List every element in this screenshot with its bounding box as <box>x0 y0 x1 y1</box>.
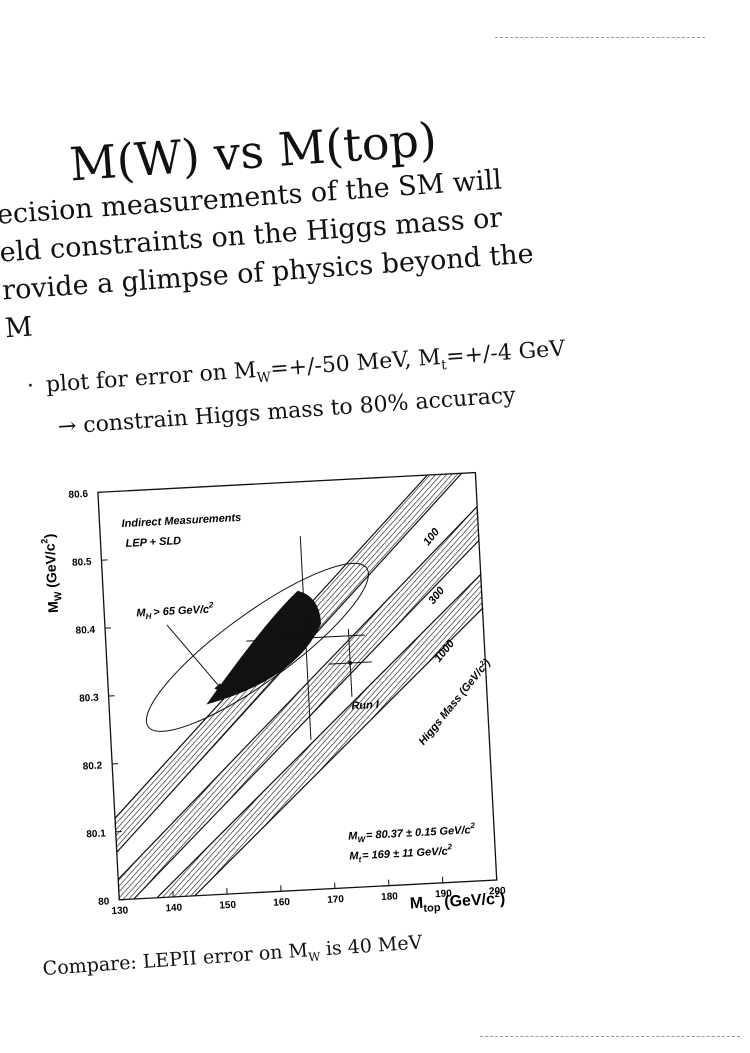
indirect-ellipse <box>145 562 369 732</box>
indirect-measurement-region <box>145 562 369 732</box>
y-tick-label: 80 <box>98 896 110 908</box>
x-tick-label: 190 <box>435 888 453 900</box>
band-label-100: 100 <box>421 525 442 548</box>
annotation-mt-result: Mt= 169 ± 11 GeV/c2 <box>349 842 453 864</box>
x-tick-label: 200 <box>489 886 507 898</box>
annotation-run: Run I <box>351 699 380 712</box>
x-tick-label: 160 <box>273 897 291 909</box>
scan-artifact <box>495 37 705 38</box>
annotation-lep: LEP + SLD <box>125 535 181 550</box>
x-tick-label: 170 <box>327 894 345 906</box>
band-title: Higgs Mass (GeV/c2) <box>417 657 494 748</box>
footer-subscript: W <box>307 949 321 965</box>
arrow-head <box>214 683 226 694</box>
annotation-mw-result: MW= 80.37 ± 0.15 GeV/c2 <box>348 821 476 845</box>
x-tick-label: 140 <box>165 902 183 914</box>
allowed-region <box>206 590 322 705</box>
y-axis-label: MW(GeV/c2) <box>39 533 65 613</box>
y-tick-label: 80.3 <box>79 693 99 705</box>
y-tick-label: 80.6 <box>68 489 88 501</box>
x-axis-ticks: 130 140 150 160 170 180 190 200 <box>111 873 507 917</box>
scan-artifact <box>480 1036 740 1037</box>
y-tick-label: 80.1 <box>86 828 106 840</box>
higgs-band-300 <box>117 505 480 900</box>
x-tick-label: 180 <box>381 891 399 903</box>
x-tick-label: 130 <box>111 905 129 917</box>
annotation-arrow <box>166 624 227 695</box>
x-axis-label: Mtop (GeV/c2) <box>409 889 505 916</box>
y-tick-label: 80.2 <box>82 760 102 772</box>
measurement-crosses <box>246 536 372 740</box>
x-tick-label: 150 <box>219 900 237 912</box>
data-point <box>303 636 308 641</box>
y-tick-label: 80.4 <box>75 625 95 637</box>
higgs-band-1000 <box>120 573 484 900</box>
annotation-mh-limit: MH> 65 GeV/c2 <box>136 600 215 621</box>
data-point <box>348 660 353 665</box>
y-axis-ticks: 80 80.1 80.2 80.3 80.4 80.5 80.6 <box>68 489 126 908</box>
annotation-indirect: Indirect Measurements <box>121 512 241 530</box>
y-tick-label: 80.5 <box>72 557 92 569</box>
chart-group: 130 140 150 160 170 180 190 200 8080.180.280.38… <box>39 471 507 917</box>
